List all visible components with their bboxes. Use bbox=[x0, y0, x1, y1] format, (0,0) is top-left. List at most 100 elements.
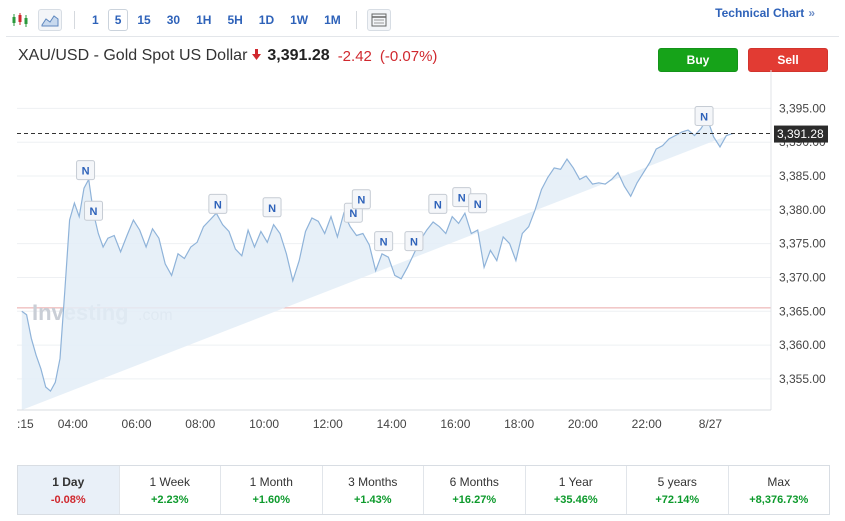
x-tick-label: 8/27 bbox=[699, 417, 723, 431]
price-chart[interactable]: Investing .com 3,355.003,360.003,365.003… bbox=[0, 0, 845, 460]
y-tick-label: 3,395.00 bbox=[779, 101, 826, 115]
last-price-badge: 3,391.28 bbox=[774, 125, 828, 143]
chart-grid bbox=[17, 107, 771, 380]
performance-value: -0.08% bbox=[50, 493, 86, 506]
news-marker-bg bbox=[374, 231, 394, 252]
instrument-name: XAU/USD - Gold Spot US Dollar bbox=[18, 47, 248, 64]
news-marker[interactable]: N bbox=[84, 200, 104, 221]
timeframe-1h[interactable]: 1H bbox=[196, 13, 212, 27]
timeframe-5h[interactable]: 5H bbox=[227, 13, 243, 27]
toolbar-divider bbox=[74, 11, 75, 29]
x-tick-label: 16:00 bbox=[440, 417, 470, 431]
performance-cell[interactable]: 1 Year +35.46% bbox=[526, 466, 627, 514]
last-price-badge-label: 3,391.28 bbox=[777, 127, 824, 141]
news-marker-label: N bbox=[268, 203, 276, 215]
news-marker-label: N bbox=[700, 112, 708, 124]
news-marker[interactable]: N bbox=[262, 197, 282, 218]
performance-cell[interactable]: 6 Months +16.27% bbox=[424, 466, 526, 514]
news-marker[interactable]: N bbox=[404, 231, 424, 252]
news-marker[interactable]: N bbox=[694, 106, 714, 127]
y-tick-label: 3,380.00 bbox=[779, 203, 826, 217]
timeframe-30[interactable]: 30 bbox=[166, 13, 181, 27]
technical-chart-label: Technical Chart bbox=[715, 6, 805, 20]
x-tick-label: :15 bbox=[17, 417, 34, 431]
chart-toolbar: 1 5 15 30 1H 5H 1D 1W 1M bbox=[8, 6, 838, 34]
news-marker-bg bbox=[428, 193, 448, 214]
performance-cell[interactable]: 3 Months +1.43% bbox=[323, 466, 424, 514]
news-marker-bg bbox=[76, 160, 96, 181]
news-marker-label: N bbox=[410, 237, 418, 249]
performance-period: 3 Months bbox=[348, 474, 398, 489]
news-marker[interactable]: N bbox=[452, 187, 472, 208]
performance-cell[interactable]: Max +8,376.73% bbox=[729, 466, 830, 514]
performance-cell[interactable]: 1 Month +1.60% bbox=[221, 466, 323, 514]
price-series bbox=[21, 117, 733, 410]
performance-cell[interactable]: 1 Week +2.23% bbox=[120, 466, 221, 514]
news-marker-label: N bbox=[357, 195, 365, 207]
y-tick-label: 3,370.00 bbox=[779, 270, 826, 284]
performance-value: +16.27% bbox=[452, 493, 497, 506]
technical-chart-link[interactable]: Technical Chart» bbox=[715, 6, 815, 20]
news-marker[interactable]: N bbox=[76, 160, 96, 181]
timeframe-1[interactable]: 1 bbox=[92, 13, 99, 27]
price-line bbox=[21, 117, 733, 393]
x-tick-label: 04:00 bbox=[58, 417, 88, 431]
performance-cell[interactable]: 5 years +72.14% bbox=[627, 466, 729, 514]
area-chart-icon[interactable] bbox=[38, 9, 62, 31]
news-marker-label: N bbox=[349, 208, 357, 220]
last-price-badge-bg bbox=[774, 125, 828, 143]
time-axis: :15 04:00 06:00 08:00 10:00 12:00 14:00 16:00 18… bbox=[17, 417, 722, 431]
double-chevron-right-icon: » bbox=[808, 6, 815, 20]
x-tick-label: 22:00 bbox=[632, 417, 662, 431]
y-tick-label: 3,360.00 bbox=[779, 338, 826, 352]
performance-period: Max bbox=[767, 474, 791, 489]
x-tick-label: 18:00 bbox=[504, 417, 534, 431]
news-marker[interactable]: N bbox=[351, 189, 371, 210]
performance-period: 6 Months bbox=[449, 474, 499, 489]
news-marker-label: N bbox=[82, 166, 90, 178]
performance-value: +2.23% bbox=[150, 493, 189, 506]
timeframe-1d[interactable]: 1D bbox=[258, 13, 275, 27]
x-tick-label: 08:00 bbox=[185, 417, 215, 431]
table-view-icon[interactable] bbox=[366, 9, 391, 31]
timeframe-1w[interactable]: 1W bbox=[290, 13, 309, 27]
performance-period: 1 Week bbox=[149, 474, 190, 489]
instrument-header: XAU/USD - Gold Spot US Dollar 3,391.28 -… bbox=[18, 47, 437, 65]
news-marker[interactable]: N bbox=[374, 231, 394, 252]
buy-button[interactable]: Buy bbox=[658, 48, 738, 72]
y-tick-label: 3,355.00 bbox=[779, 372, 826, 386]
candlestick-chart-icon[interactable] bbox=[8, 9, 32, 31]
timeframe-15[interactable]: 15 bbox=[137, 13, 151, 27]
performance-value: +35.46% bbox=[553, 493, 598, 506]
news-marker-bg bbox=[468, 193, 488, 214]
performance-period: 1 Day bbox=[52, 474, 85, 489]
news-marker-bg bbox=[694, 106, 714, 127]
news-marker-bg bbox=[84, 200, 104, 221]
y-tick-label: 3,375.00 bbox=[779, 237, 826, 251]
timeframe-1m[interactable]: 1M bbox=[324, 13, 341, 27]
news-marker[interactable]: N bbox=[428, 193, 448, 214]
last-price: 3,391.28 bbox=[267, 47, 330, 64]
performance-value: +1.60% bbox=[252, 493, 291, 506]
performance-value: +8,376.73% bbox=[749, 493, 809, 506]
price-change: -2.42 bbox=[337, 47, 372, 65]
news-marker[interactable]: N bbox=[208, 193, 228, 214]
performance-cell[interactable]: 1 Day -0.08% bbox=[18, 466, 120, 514]
news-marker-label: N bbox=[434, 199, 442, 211]
performance-period: 5 years bbox=[657, 474, 697, 489]
news-marker-label: N bbox=[380, 237, 388, 249]
toolbar-separator bbox=[6, 36, 839, 37]
x-tick-label: 06:00 bbox=[122, 417, 152, 431]
sell-button[interactable]: Sell bbox=[748, 48, 828, 72]
y-tick-label: 3,365.00 bbox=[779, 304, 826, 318]
news-marker-label: N bbox=[474, 199, 482, 211]
timeframe-selector: 1 5 15 30 1H 5H 1D 1W 1M bbox=[85, 9, 350, 31]
x-tick-label: 10:00 bbox=[249, 417, 279, 431]
timeframe-5[interactable]: 5 bbox=[107, 9, 129, 31]
news-marker-label: N bbox=[214, 199, 222, 211]
performance-period: 1 Month bbox=[249, 474, 293, 489]
news-marker[interactable]: N bbox=[468, 193, 488, 214]
news-marker-label: N bbox=[458, 193, 466, 205]
